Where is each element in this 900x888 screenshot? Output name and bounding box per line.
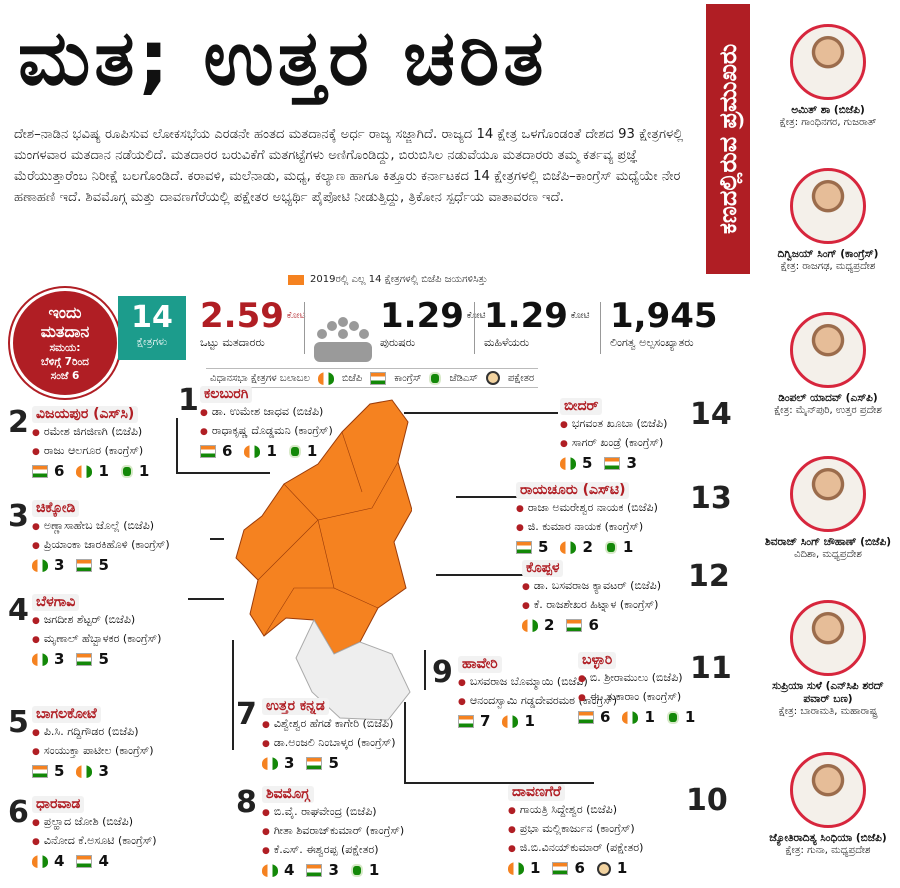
seat-davanagere: 10 ದಾವಣಗೆರೆ ಗಾಯತ್ರಿ ಸಿದ್ದೇಶ್ವರ (ಬಿಜೆಪಿ) … — [508, 784, 728, 877]
candidate-photo — [790, 312, 866, 388]
candidate-photo — [790, 456, 866, 532]
independent-icon — [485, 371, 500, 385]
seat-haveri: 9 ಹಾವೇರಿ ಬಸವರಾಜ ಬೊಮ್ಮಾಯಿ (ಬಿಜೆಪಿ) ಆನಂದಸ್… — [432, 656, 617, 730]
jds-icon — [429, 371, 442, 385]
divider — [474, 302, 475, 354]
seat-vijayapura: 2 ವಿಜಯಪುರ (ಎಸ್‌ಸಿ) ರಮೇಶ ಜಿಗಜಿಣಗಿ (ಬಿಜೆಪಿ… — [8, 406, 155, 480]
seat-kalaburagi: 1 ಕಲಬುರಗಿ ಡಾ. ಉಮೇಶ ಜಾಧವ (ಬಿಜೆಪಿ) ರಾಧಾಕೃಷ… — [178, 386, 333, 460]
seat-belagavi: 4 ಬೆಳಗಾವಿ ಜಗದೀಶ ಶೆಟ್ಟರ್ (ಬಿಜೆಪಿ) ಮೃಣಾಲ್ … — [8, 594, 161, 668]
congress-hand-icon — [458, 715, 474, 728]
seat-raichur: 13 ರಾಯಚೂರು (ಎಸ್‌ಟಿ) ರಾಜಾ ಅಮರೇಶ್ವರ ನಾಯಕ (… — [516, 482, 732, 556]
bjp-lotus-icon — [32, 559, 48, 572]
congress-hand-icon — [604, 457, 621, 470]
congress-hand-icon — [516, 541, 532, 554]
candidate-card: ಶಿವರಾಜ್ ಸಿಂಗ್ ಚೌಹಾಣ್ (ಬಿಜೆಪಿ) ವಿದಿಶಾ, ಮಧ… — [758, 456, 898, 560]
congress-hand-icon — [32, 765, 48, 778]
congress-hand-icon — [76, 855, 93, 868]
candidate-card: ದಿಗ್ವಿಜಯ್ ಸಿಂಗ್ (ಕಾಂಗ್ರೆಸ್) ಕ್ಷೇತ್ರ: ರಾಜ… — [758, 168, 898, 272]
candidate-card: ಸುಪ್ರಿಯಾ ಸುಳೆ (ಎನ್‌ಸಿಪಿ ಶರದ್ ಪವಾರ್ ಬಣ) ಕ… — [758, 600, 898, 717]
intro-paragraph: ದೇಶ–ನಾಡಿನ ಭವಿಷ್ಯ ರೂಪಿಸುವ ಲೋಕಸಭೆಯ ಎರಡನೇ ಹ… — [14, 127, 684, 205]
bjp-lotus-icon — [560, 457, 576, 470]
jds-icon — [604, 541, 617, 554]
bjp-lotus-icon — [262, 864, 278, 877]
congress-hand-icon — [76, 559, 93, 572]
independent-icon — [596, 861, 611, 876]
bjp-lotus-icon — [76, 765, 93, 778]
congress-hand-icon — [566, 619, 583, 632]
congress-hand-icon — [200, 445, 216, 458]
bjp-lotus-icon — [262, 757, 278, 770]
bjp-lotus-icon — [522, 619, 538, 632]
candidate-card: ಅಮಿತ್ ಶಾ (ಬಿಜೆಪಿ) ಕ್ಷೇತ್ರ: ಗಾಂಧಿನಗರ, ಗುಜ… — [758, 24, 898, 128]
seat-dharwad: 6 ಧಾರವಾಡ ಪ್ರಲ್ಹಾದ ಜೋಶಿ (ಬಿಜೆಪಿ) ವಿನೋದ ಕೆ… — [8, 796, 157, 870]
bjp-lotus-icon — [502, 715, 519, 728]
bjp-lotus-icon — [32, 653, 48, 666]
bjp-lotus-icon — [622, 711, 639, 724]
candidate-photo — [790, 24, 866, 100]
seats-count-box: 14 ಕ್ಷೇತ್ರಗಳು — [118, 296, 186, 360]
congress-hand-icon — [306, 757, 323, 770]
total-voters-stat: 2.59 ಕೋಟಿ ಒಟ್ಟು ಮತದಾರರು — [200, 296, 306, 349]
congress-hand-icon — [32, 465, 48, 478]
seat-shivamogga: 8 ಶಿವಮೊಗ್ಗ ಬಿ.ವೈ. ರಾಘವೇಂದ್ರ (ಬಿಜೆಪಿ) ಗೀತ… — [236, 786, 404, 879]
bjp-lotus-icon — [76, 465, 93, 478]
bjp-lotus-icon — [560, 541, 577, 554]
candidate-photo — [790, 168, 866, 244]
divider — [600, 302, 601, 354]
congress-hand-icon — [552, 862, 569, 875]
candidate-photo — [790, 752, 866, 828]
congress-hand-icon — [578, 711, 594, 724]
poll-day-badge: ಇಂದು ಮತದಾನ ಸಮಯ: ಬೆಳಿಗ್ಗೆ 7ರಿಂದ ಸಂಜೆ 6 — [10, 288, 120, 398]
bjp-lotus-icon — [32, 855, 48, 868]
seat-ballari: 11 ಬಳ್ಳಾರಿ ಬಿ. ಶ್ರೀರಾಮುಲು (ಬಿಜೆಪಿ) ಈ. ತು… — [578, 652, 732, 726]
candidate-card: ಡಿಂಪಲ್ ಯಾದವ್ (ಎಸ್‌ಪಿ) ಕ್ಷೇತ್ರ: ಮೈನ್‌ಪುರಿ… — [758, 312, 898, 416]
seat-bagalkot: 5 ಬಾಗಲಕೋಟೆ ಪಿ.ಸಿ. ಗದ್ದಿಗೌಡರ (ಬಿಜೆಪಿ) ಸಂಯ… — [8, 706, 154, 780]
karnataka-map — [235, 399, 412, 721]
male-voters-stat: 1.29 ಕೋಟಿ ಪುರುಷರು — [380, 296, 486, 349]
seat-koppal: 12 ಕೊಪ್ಪಳ ಡಾ. ಬಸವರಾಜ ಕ್ಯಾವಟರ್ (ಬಿಜೆಪಿ) ಕ… — [522, 560, 730, 634]
jds-icon — [666, 711, 679, 724]
divider — [304, 302, 305, 354]
candidate-card: ಜ್ಯೋತಿರಾದಿತ್ಯ ಸಿಂಧಿಯಾ (ಬಿಜೆಪಿ) ಕ್ಷೇತ್ರ: … — [758, 752, 898, 856]
bjp-lotus-icon — [244, 445, 261, 458]
jds-icon — [288, 445, 301, 458]
page-title: ಮತ; ಉತ್ತರ ಚರಿತ — [18, 13, 548, 102]
third-gender-stat: 1,945 ಲಿಂಗತ್ವ ಅಲ್ಪಸಂಖ್ಯಾತರು — [610, 296, 718, 349]
seat-chikkodi: 3 ಚಿಕ್ಕೋಡಿ ಅಣ್ಣಾಸಾಹೇಬ ಜೊಲ್ಲೆ (ಬಿಜೆಪಿ) ಪ್… — [8, 500, 170, 574]
party-legend: ವಿಧಾನಸಭಾ ಕ್ಷೇತ್ರಗಳ ಬಲಾಬಲ ಬಿಜೆಪಿ ಕಾಂಗ್ರೆಸ… — [206, 368, 539, 388]
congress-hand-icon — [306, 864, 323, 877]
jds-icon — [120, 465, 133, 478]
sidebar-title: ಕಣದಲ್ಲಿರುವ ಪ್ರಮುಖರು — [706, 4, 750, 274]
bjp-lotus-icon — [508, 862, 524, 875]
seat-uttara-kannada: 7 ಉತ್ತರ ಕನ್ನಡ ವಿಶ್ವೇಶ್ವರ ಹೆಗಡೆ ಕಾಗೇರಿ (ಬ… — [236, 698, 396, 772]
seat-bidar: 14 ಬೀದರ್ ಭಗವಂತ ಖೂಬಾ (ಬಿಜೆಪಿ) ಸಾಗರ್ ಖಂಡ್ರ… — [560, 398, 732, 472]
map-legend-note: 2019ರಲ್ಲಿ ಎಲ್ಲ 14 ಕ್ಷೇತ್ರಗಳಲ್ಲಿ ಬಿಜೆಪಿ ಜ… — [288, 274, 488, 285]
congress-hand-icon — [370, 371, 387, 385]
candidate-photo — [790, 600, 866, 676]
orange-swatch — [288, 274, 304, 285]
crowd-icon — [314, 317, 372, 362]
congress-hand-icon — [76, 653, 93, 666]
bjp-lotus-icon — [317, 371, 334, 385]
jds-icon — [350, 864, 363, 877]
female-voters-stat: 1.29 ಕೋಟಿ ಮಹಿಳೆಯರು — [484, 296, 590, 349]
